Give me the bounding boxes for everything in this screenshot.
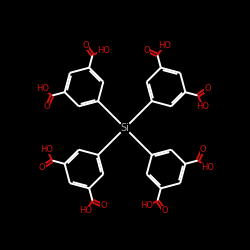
Text: HO: HO [36, 84, 49, 93]
Text: O: O [39, 163, 46, 172]
Text: HO: HO [79, 206, 92, 215]
Text: HO: HO [40, 145, 54, 154]
Text: O: O [143, 46, 150, 54]
Text: HO: HO [201, 163, 214, 172]
Text: O: O [100, 202, 107, 210]
Text: O: O [200, 145, 206, 154]
Text: HO: HO [97, 46, 110, 54]
Text: O: O [44, 102, 50, 111]
Text: HO: HO [140, 202, 153, 210]
Text: O: O [82, 41, 89, 50]
Text: HO: HO [196, 102, 209, 111]
Text: O: O [204, 84, 211, 93]
Text: O: O [161, 206, 168, 215]
Text: HO: HO [158, 41, 171, 50]
Text: Si: Si [120, 123, 130, 133]
